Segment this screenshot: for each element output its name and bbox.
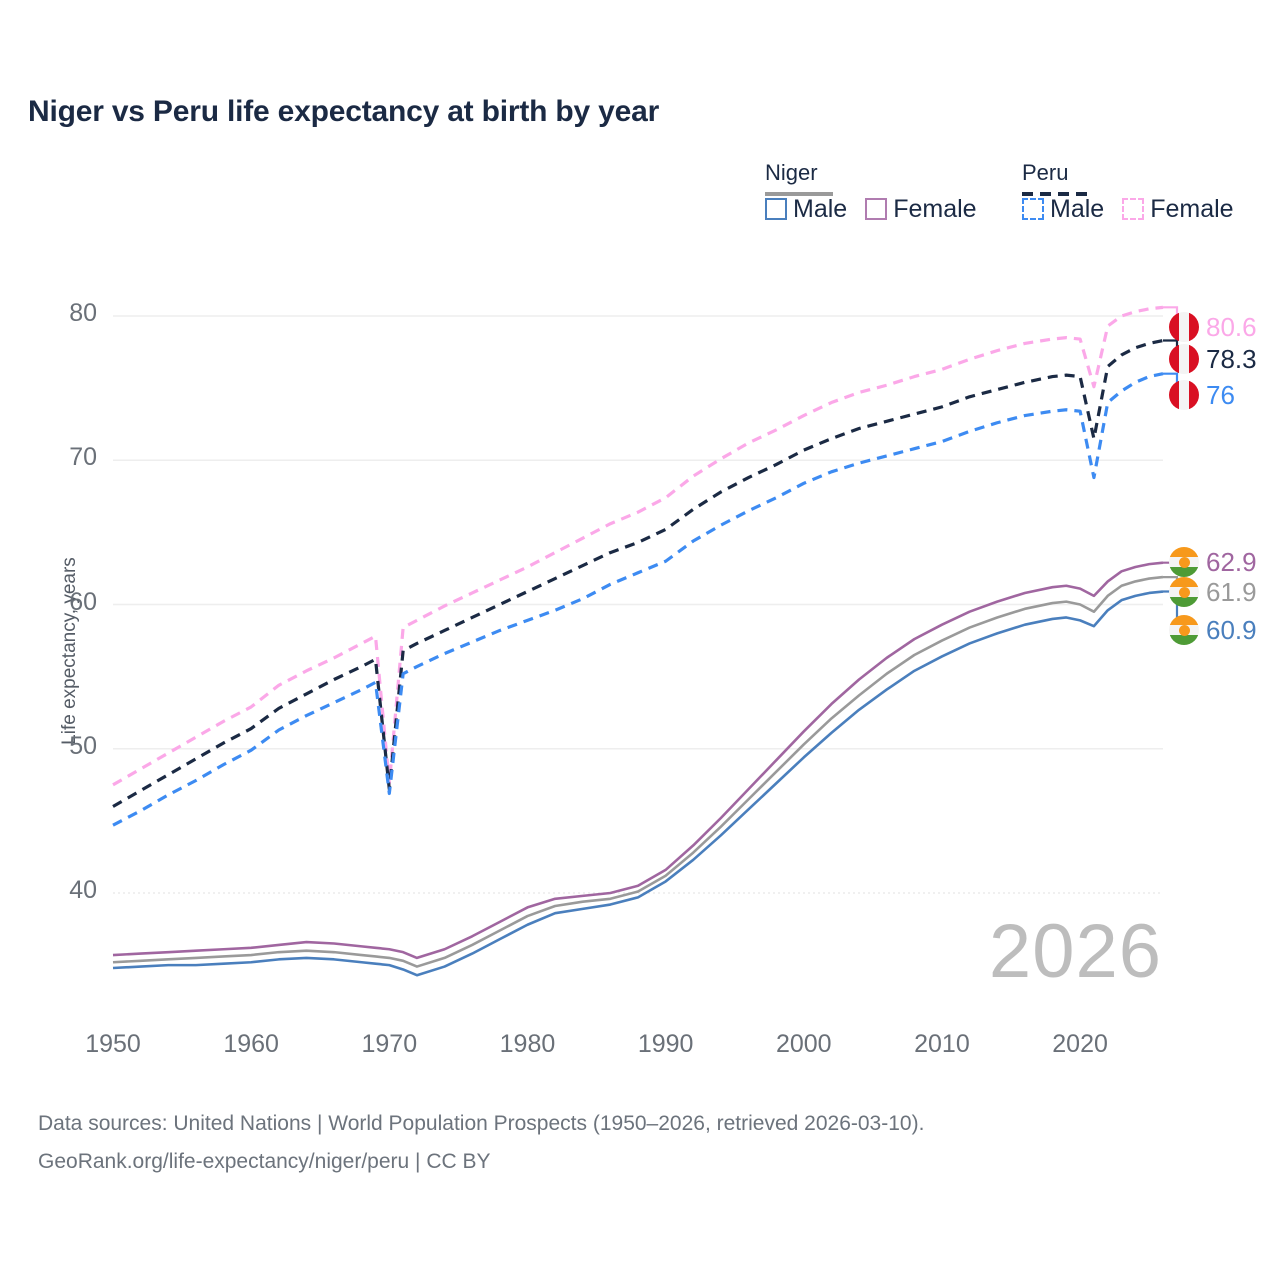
end-label-value: 60.9: [1206, 615, 1257, 645]
chart-legend: Niger Male Female Peru Male: [760, 160, 1260, 242]
legend-group-title-niger: Niger: [765, 160, 818, 185]
legend-group-title-peru: Peru: [1022, 160, 1069, 185]
footer-line-2: GeoRank.org/life-expectancy/niger/peru |…: [38, 1150, 491, 1173]
series-line: [112, 372, 1164, 827]
legend-item-peru-female[interactable]: Female: [1122, 195, 1234, 223]
niger-flag-icon: [1169, 547, 1199, 577]
end-label-value: 78.3: [1206, 344, 1257, 374]
niger-flag-icon: [1169, 615, 1199, 645]
legend-item-label: Male: [1050, 195, 1105, 223]
series-line: [112, 338, 1164, 808]
legend-item-niger-male[interactable]: Male: [765, 196, 847, 222]
y-tick-label: 70: [69, 443, 97, 472]
series-end-label: 60.9: [1169, 613, 1257, 647]
legend-item-label: Female: [1150, 195, 1234, 223]
y-tick-label: 50: [69, 731, 97, 760]
niger-flag-icon: [1169, 577, 1199, 607]
x-tick-label: 2010: [914, 1030, 970, 1058]
legend-items-niger: Male Female: [765, 196, 977, 222]
series-end-label: 76: [1169, 378, 1235, 412]
footer-line-1: Data sources: United Nations | World Pop…: [38, 1112, 925, 1135]
peru-flag-icon: [1169, 344, 1199, 374]
x-tick-label: 1960: [223, 1030, 279, 1058]
legend-rule-niger: [765, 192, 833, 196]
end-label-value: 80.6: [1206, 312, 1257, 342]
x-tick-label: 1980: [499, 1030, 556, 1058]
legend-items-peru: Male Female: [1022, 196, 1234, 222]
legend-swatch-icon: [765, 198, 787, 220]
series-end-label: 62.9: [1169, 545, 1257, 579]
x-tick-label: 2020: [1052, 1030, 1108, 1058]
page-title: Niger vs Peru life expectancy at birth b…: [28, 95, 660, 128]
legend-swatch-icon: [865, 198, 888, 220]
peru-flag-icon: [1169, 312, 1199, 342]
series-line: [112, 561, 1164, 960]
legend-item-niger-female[interactable]: Female: [865, 195, 977, 223]
legend-rule-peru: [1022, 192, 1090, 196]
y-tick-label: 60: [69, 587, 97, 616]
legend-item-label: Female: [893, 195, 977, 223]
y-tick-label: 40: [69, 876, 97, 904]
series-end-label: 78.3: [1169, 342, 1257, 376]
peru-flag-icon: [1169, 380, 1199, 410]
x-tick-label: 1950: [85, 1030, 141, 1058]
legend-group-niger: Niger Male Female: [765, 160, 977, 222]
legend-item-peru-male[interactable]: Male: [1022, 196, 1104, 222]
series-line: [112, 305, 1164, 787]
end-label-value: 62.9: [1206, 547, 1257, 577]
y-tick-label: 80: [69, 299, 97, 327]
end-label-value: 61.9: [1206, 577, 1257, 607]
x-tick-label: 2000: [775, 1030, 832, 1058]
year-watermark: 2026: [988, 909, 1162, 994]
series-end-label: 80.6: [1169, 310, 1257, 344]
series-end-label: 61.9: [1169, 575, 1257, 609]
footer: Data sources: United Nations | World Pop…: [38, 1105, 924, 1181]
x-tick-label: 1970: [361, 1030, 418, 1058]
x-tick-label: 1990: [637, 1030, 694, 1058]
legend-group-peru: Peru Male Female: [1022, 160, 1234, 222]
end-label-value: 76: [1206, 380, 1235, 410]
legend-swatch-icon: [1122, 198, 1145, 220]
legend-swatch-icon: [1022, 198, 1044, 220]
legend-item-label: Male: [793, 195, 848, 223]
